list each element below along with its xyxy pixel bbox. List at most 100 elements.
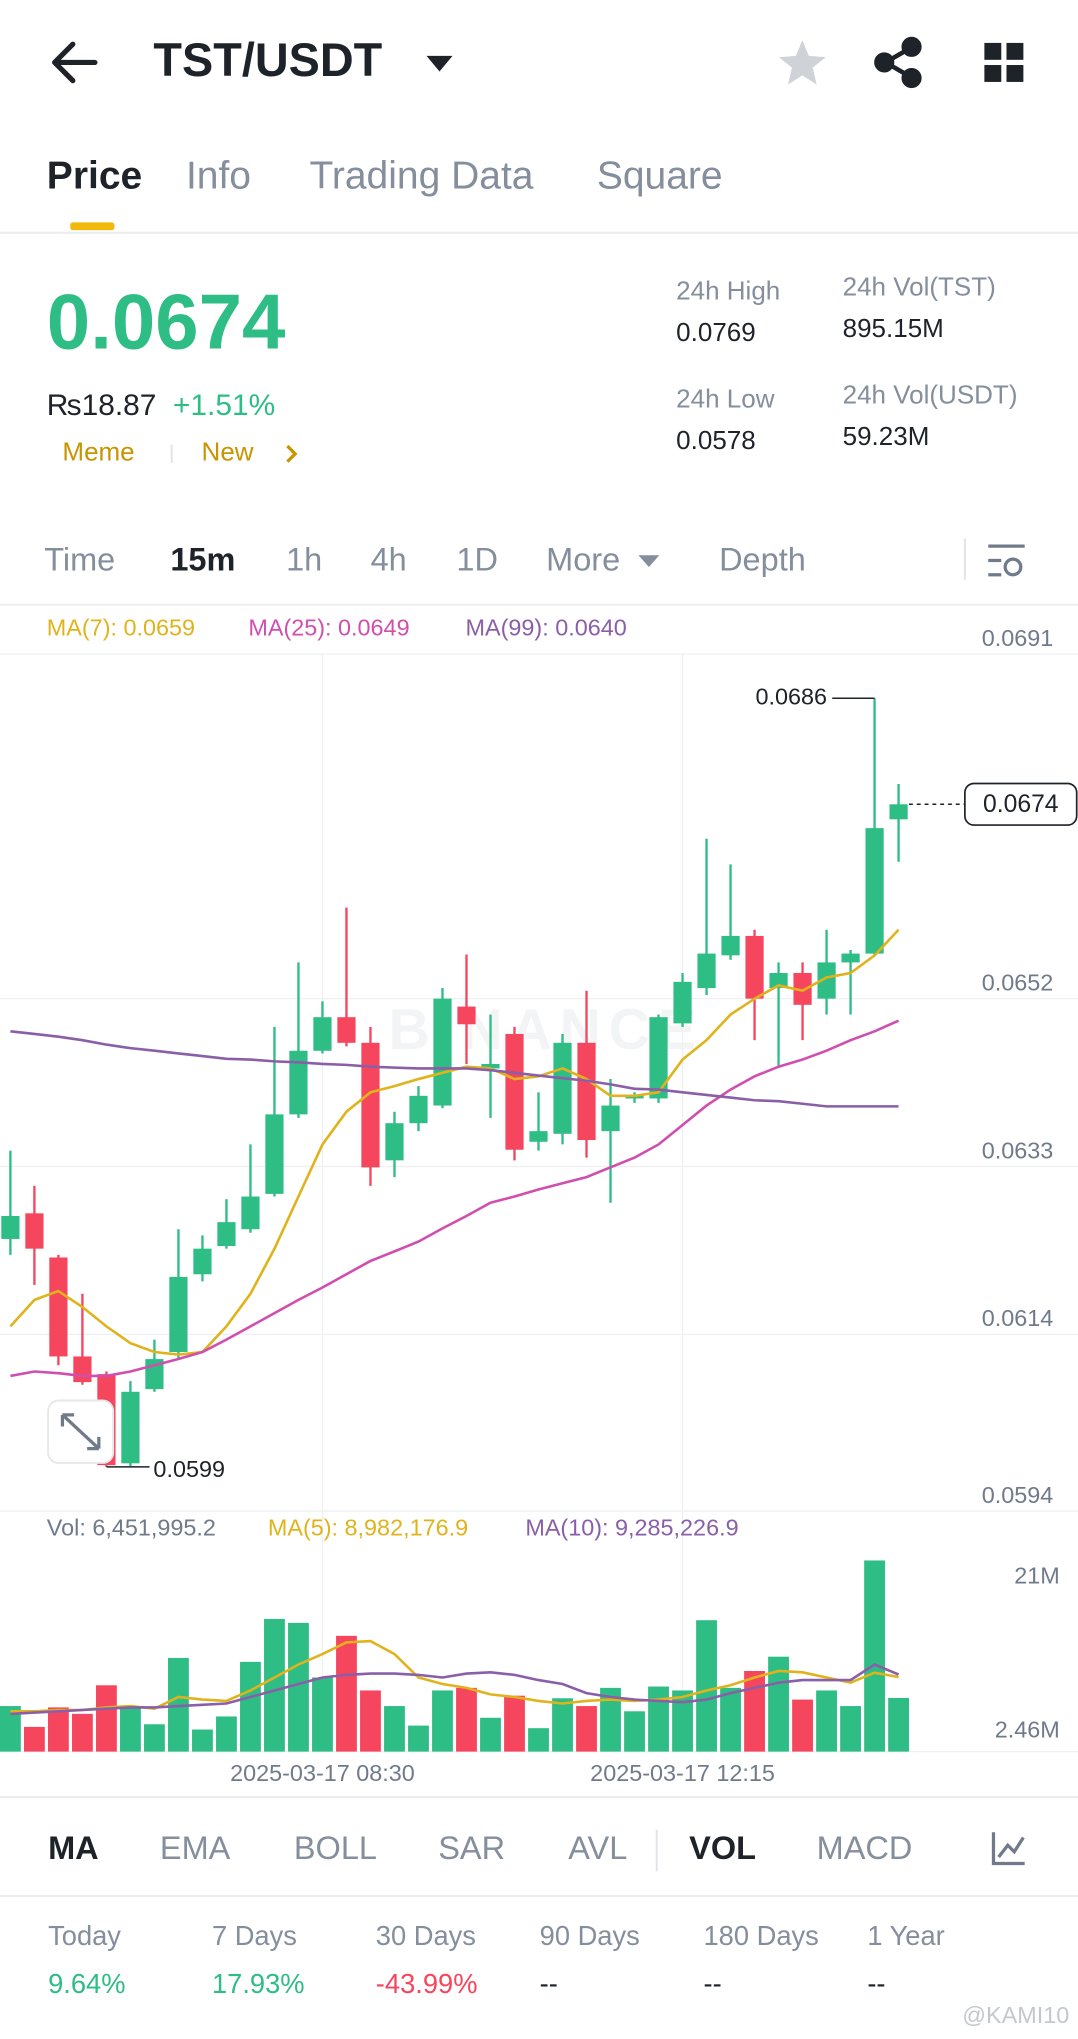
chart: BINANCE0.05940.06140.06330.06520.0691202… xyxy=(0,615,1078,1786)
back-button[interactable] xyxy=(52,41,98,84)
tab[interactable]: Info xyxy=(186,154,251,197)
candle-body xyxy=(481,1064,500,1069)
candle-body xyxy=(505,1033,524,1150)
last-price-label: 0.0674 xyxy=(983,791,1059,818)
indicator-tab[interactable]: BOLL xyxy=(294,1830,377,1866)
volume-bar xyxy=(624,1711,645,1752)
candle-body xyxy=(889,804,908,820)
interval-tab[interactable]: Time xyxy=(44,541,115,577)
pair-title[interactable]: TST/USDT xyxy=(153,34,382,86)
volume-bar xyxy=(72,1713,93,1752)
candle-body xyxy=(529,1131,548,1142)
candle-body xyxy=(25,1213,44,1249)
candle-body xyxy=(1,1215,20,1239)
tab-indicator xyxy=(70,222,115,231)
performance-label: 1 Year xyxy=(867,1920,944,1951)
performance-label: Today xyxy=(48,1920,121,1951)
volume-bar xyxy=(888,1697,909,1752)
expand-button[interactable] xyxy=(47,1399,115,1464)
y-tick-label: 0.0652 xyxy=(982,970,1054,996)
volume-bar xyxy=(384,1706,405,1752)
candle-body xyxy=(409,1095,428,1124)
candle-body xyxy=(457,1006,476,1025)
indicator-tab[interactable]: AVL xyxy=(568,1830,627,1866)
more-caret xyxy=(638,555,660,567)
x-tick-label: 2025-03-17 12:15 xyxy=(590,1760,775,1786)
volume-tick-label: 2.46M xyxy=(995,1716,1060,1742)
indicator-tab[interactable]: EMA xyxy=(160,1830,231,1866)
candle-body xyxy=(265,1114,284,1194)
volume-bar xyxy=(432,1690,453,1752)
volume-bar xyxy=(744,1670,765,1752)
interval-tab[interactable]: More xyxy=(546,541,620,577)
ma-legend: MA(99): 0.0640 xyxy=(466,615,627,641)
indicator-tab[interactable]: MA xyxy=(48,1830,99,1866)
candle-body xyxy=(601,1105,620,1132)
stat-label: 24h High xyxy=(676,275,780,305)
volume-tick-label: 21M xyxy=(1014,1562,1060,1588)
tag[interactable]: New xyxy=(202,437,254,467)
watermark: @KAMI10 xyxy=(962,2002,1069,2028)
volume-bar xyxy=(576,1706,597,1752)
candle-body xyxy=(193,1248,212,1275)
volume-bar xyxy=(240,1661,261,1752)
volume-bar xyxy=(696,1620,717,1752)
indicator-tab[interactable]: SAR xyxy=(438,1830,505,1866)
volume-bar xyxy=(648,1686,669,1752)
indicator-settings[interactable] xyxy=(991,1832,1025,1866)
tab[interactable]: Trading Data xyxy=(309,154,533,197)
volume-bar xyxy=(792,1699,813,1752)
favorite-star[interactable] xyxy=(778,40,826,85)
volume-bar xyxy=(600,1687,621,1752)
grid-menu[interactable] xyxy=(984,42,1024,82)
candle-body xyxy=(577,1042,596,1140)
volume-bar xyxy=(672,1690,693,1752)
y-tick-label: 0.0594 xyxy=(982,1482,1054,1508)
share-button[interactable] xyxy=(874,36,922,89)
ma-line xyxy=(10,1019,900,1378)
interval-tab[interactable]: 1h xyxy=(286,541,322,577)
candle-body xyxy=(73,1356,92,1383)
performance-label: 90 Days xyxy=(540,1920,640,1951)
performance-value: -- xyxy=(867,1968,885,1999)
volume-ma-legend: MA(10): 9,285,226.9 xyxy=(525,1514,738,1540)
volume-bar xyxy=(504,1695,525,1752)
interval-tab[interactable]: Depth xyxy=(719,541,806,577)
stat-label: 24h Vol(TST) xyxy=(843,272,996,302)
ma-legend: MA(7): 0.0659 xyxy=(47,615,195,641)
interval-tab[interactable]: 4h xyxy=(371,541,407,577)
candle-body xyxy=(289,1050,308,1115)
volume-bar xyxy=(168,1657,189,1752)
performance-value: 17.93% xyxy=(212,1968,305,1999)
candle-body xyxy=(745,935,764,999)
pair-dropdown[interactable] xyxy=(426,55,453,72)
volume-bar xyxy=(96,1685,117,1752)
chart-settings[interactable] xyxy=(988,544,1025,577)
stat-value: 0.0578 xyxy=(676,425,756,455)
volume-bar xyxy=(336,1635,357,1752)
y-tick-label: 0.0614 xyxy=(982,1305,1054,1331)
tab[interactable]: Price xyxy=(47,154,142,197)
candle-body xyxy=(313,1017,332,1051)
candle-body xyxy=(817,962,836,999)
volume-bar xyxy=(288,1622,309,1752)
candle-body xyxy=(385,1123,404,1161)
stat-label: 24h Vol(USDT) xyxy=(843,379,1018,409)
indicator-tab[interactable]: VOL xyxy=(689,1830,756,1866)
candle-body xyxy=(841,953,860,963)
performance-label: 7 Days xyxy=(212,1920,297,1951)
ma-line xyxy=(9,928,900,1356)
interval-tab[interactable]: 1D xyxy=(456,541,498,577)
candle-body xyxy=(169,1276,188,1353)
interval-tab[interactable]: 15m xyxy=(170,541,235,577)
tag[interactable]: Meme xyxy=(62,437,134,467)
price-change: +1.51% xyxy=(173,389,275,422)
indicator-tab[interactable]: MACD xyxy=(817,1830,913,1866)
ma-line xyxy=(10,1030,899,1108)
performance-value: -- xyxy=(703,1968,721,1999)
volume-bar xyxy=(840,1706,861,1752)
tab[interactable]: Square xyxy=(597,154,723,197)
ma-legend: MA(25): 0.0649 xyxy=(248,615,409,641)
x-tick-label: 2025-03-17 08:30 xyxy=(230,1760,415,1786)
y-tick-label: 0.0691 xyxy=(982,625,1054,651)
